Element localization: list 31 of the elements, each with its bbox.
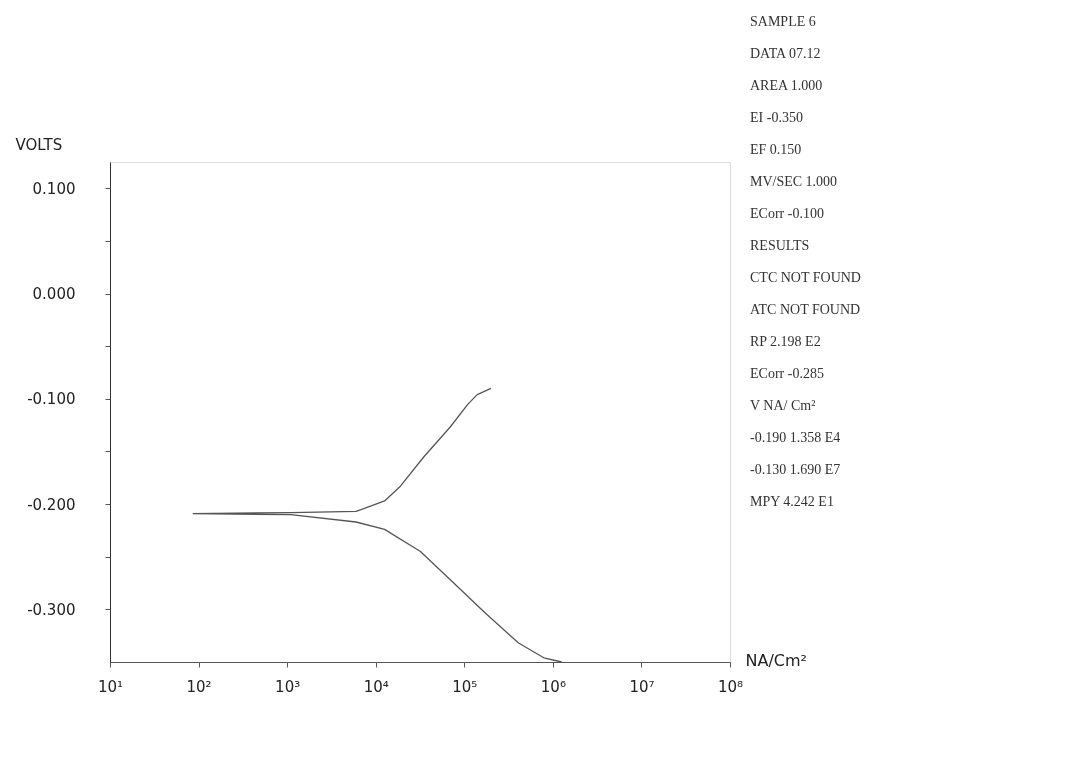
text: RP 2.198 E2 [750,334,821,349]
y-tick-label: 0.000 [32,285,76,304]
text: -0.190 1.358 E4 [750,430,841,445]
text: ECorr -0.100 [750,206,824,221]
x-tick-label: 10³ [275,677,301,696]
text: ATC NOT FOUND [750,302,861,317]
y-tick-label: 0.100 [32,179,76,198]
y-axis-title: VOLTS [15,135,63,154]
text: RESULTS [750,238,810,253]
x-tick-label: 10² [186,677,212,696]
text: DATA 07.12 [750,46,821,61]
text: V NA/ Cm² [750,398,816,413]
x-tick-label: 10⁷ [629,677,655,696]
text: MPY 4.242 E1 [750,494,834,509]
y-tick-label: -0.100 [27,390,76,409]
text: SAMPLE 6 [750,14,816,29]
text: MV/SEC 1.000 [750,174,838,189]
x-tick-label: 10⁶ [540,677,566,696]
y-tick-label: -0.200 [27,495,76,514]
x-tick-label: 10¹ [97,677,124,696]
text: ECorr -0.285 [750,366,824,381]
text: CTC NOT FOUND [750,270,861,285]
text: -0.130 1.690 E7 [750,462,841,477]
x-axis-title: NA/Cm² [745,650,807,670]
text: EF 0.150 [750,142,802,157]
text: EI -0.350 [750,110,803,125]
y-tick-label: -0.300 [27,600,76,619]
x-tick-label: 10⁸ [717,677,744,696]
text: AREA 1.000 [750,78,823,93]
x-tick-label: 10⁵ [452,677,478,696]
x-tick-label: 10⁴ [363,677,389,696]
